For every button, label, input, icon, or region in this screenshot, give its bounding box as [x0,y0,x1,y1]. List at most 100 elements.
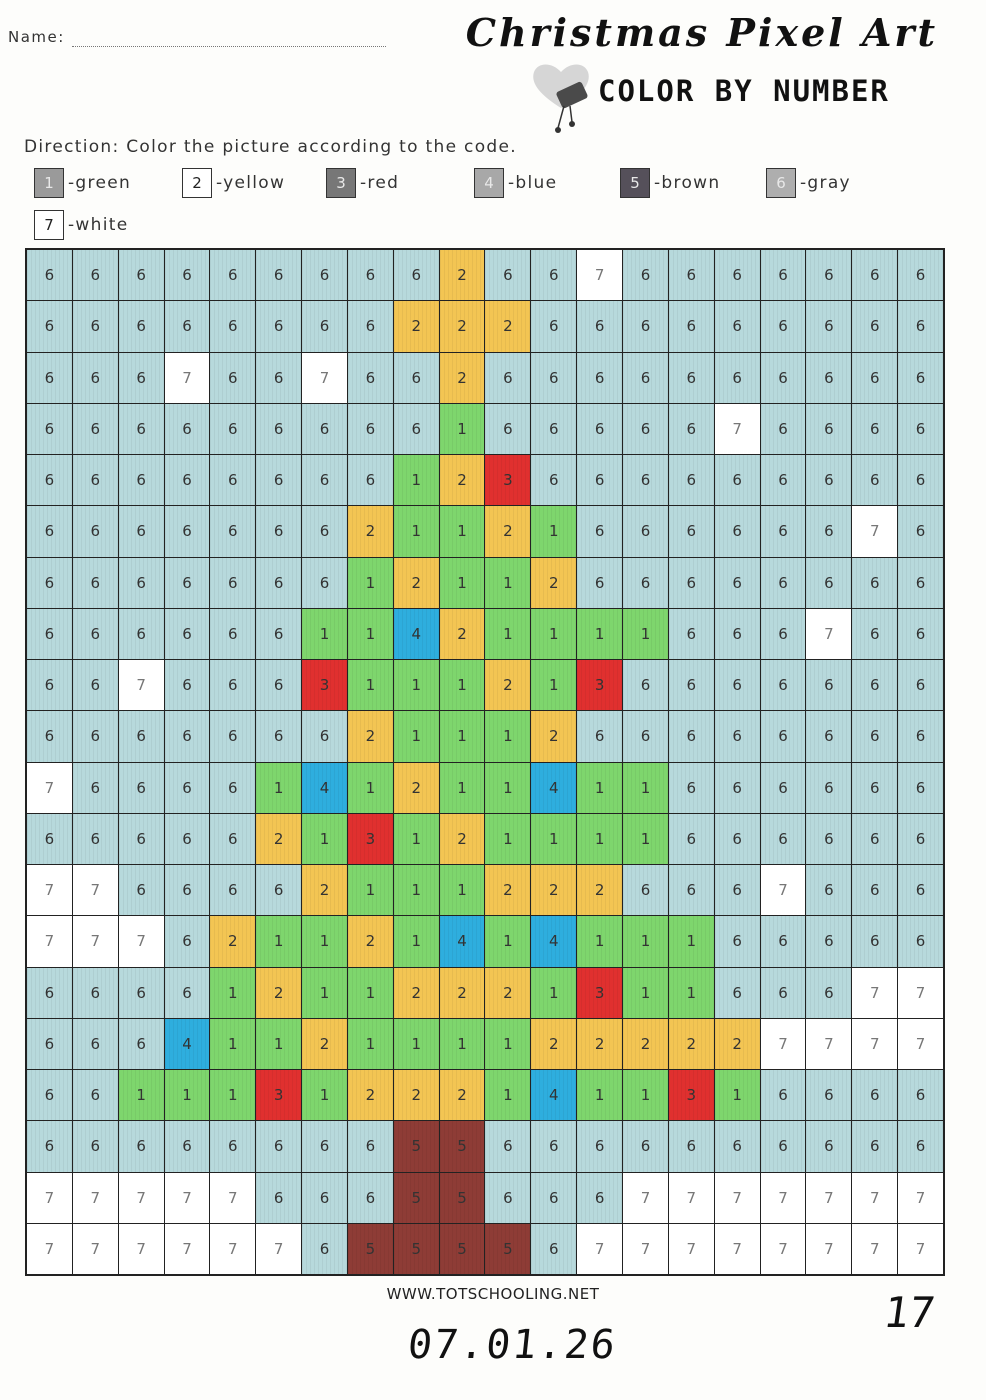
grid-cell[interactable]: 7 [852,1172,898,1223]
grid-cell[interactable]: 2 [347,916,393,967]
grid-cell[interactable]: 6 [531,301,577,352]
grid-cell[interactable]: 6 [27,557,72,608]
grid-cell[interactable]: 6 [623,352,668,403]
grid-cell[interactable]: 1 [347,762,393,813]
grid-cell[interactable]: 6 [714,250,760,301]
grid-cell[interactable]: 6 [852,711,898,762]
grid-cell[interactable]: 1 [210,1070,256,1121]
grid-cell[interactable]: 6 [118,967,164,1018]
grid-cell[interactable]: 7 [852,1223,898,1274]
grid-cell[interactable]: 6 [485,352,531,403]
grid-cell[interactable]: 6 [27,506,72,557]
grid-cell[interactable]: 7 [27,916,72,967]
grid-cell[interactable]: 5 [485,1223,531,1274]
grid-cell[interactable]: 5 [439,1172,485,1223]
grid-cell[interactable]: 6 [898,506,943,557]
grid-cell[interactable]: 7 [72,865,118,916]
grid-cell[interactable]: 6 [714,762,760,813]
grid-cell[interactable]: 6 [898,1070,943,1121]
grid-cell[interactable]: 6 [27,455,72,506]
grid-cell[interactable]: 7 [898,1172,943,1223]
grid-cell[interactable]: 1 [347,608,393,659]
grid-cell[interactable]: 2 [302,1018,347,1069]
grid-cell[interactable]: 6 [118,250,164,301]
grid-cell[interactable]: 6 [852,813,898,864]
grid-cell[interactable]: 6 [256,352,302,403]
grid-cell[interactable]: 6 [27,250,72,301]
grid-cell[interactable]: 1 [531,506,577,557]
grid-cell[interactable]: 1 [531,608,577,659]
grid-cell[interactable]: 6 [760,506,806,557]
grid-cell[interactable]: 2 [347,1070,393,1121]
grid-cell[interactable]: 6 [210,711,256,762]
grid-cell[interactable]: 6 [164,813,210,864]
grid-cell[interactable]: 6 [898,352,943,403]
grid-cell[interactable]: 6 [714,660,760,711]
grid-cell[interactable]: 6 [485,250,531,301]
grid-cell[interactable]: 6 [760,403,806,454]
grid-cell[interactable]: 1 [393,865,439,916]
grid-cell[interactable]: 6 [760,455,806,506]
grid-cell[interactable]: 6 [256,301,302,352]
grid-cell[interactable]: 1 [668,967,714,1018]
grid-cell[interactable]: 6 [118,301,164,352]
grid-cell[interactable]: 7 [760,865,806,916]
grid-cell[interactable]: 6 [623,250,668,301]
grid-cell[interactable]: 6 [302,711,347,762]
grid-cell[interactable]: 2 [393,301,439,352]
grid-cell[interactable]: 6 [72,608,118,659]
grid-cell[interactable]: 6 [668,506,714,557]
grid-cell[interactable]: 6 [806,557,852,608]
grid-cell[interactable]: 5 [393,1223,439,1274]
grid-cell[interactable]: 6 [210,301,256,352]
grid-cell[interactable]: 1 [164,1070,210,1121]
grid-cell[interactable]: 6 [806,813,852,864]
grid-cell[interactable]: 6 [27,403,72,454]
grid-cell[interactable]: 1 [531,813,577,864]
grid-cell[interactable]: 1 [439,865,485,916]
grid-cell[interactable]: 1 [256,762,302,813]
grid-cell[interactable]: 6 [118,1018,164,1069]
grid-cell[interactable]: 6 [164,250,210,301]
grid-cell[interactable]: 6 [577,506,623,557]
grid-cell[interactable]: 7 [806,608,852,659]
grid-cell[interactable]: 6 [72,711,118,762]
grid-cell[interactable]: 6 [898,762,943,813]
grid-cell[interactable]: 6 [485,1172,531,1223]
grid-cell[interactable]: 7 [714,1223,760,1274]
grid-cell[interactable]: 6 [302,301,347,352]
grid-cell[interactable]: 1 [393,1018,439,1069]
grid-cell[interactable]: 6 [577,301,623,352]
grid-cell[interactable]: 3 [485,455,531,506]
grid-cell[interactable]: 6 [714,711,760,762]
grid-cell[interactable]: 6 [806,916,852,967]
grid-cell[interactable]: 7 [27,1172,72,1223]
grid-cell[interactable]: 6 [72,762,118,813]
grid-cell[interactable]: 6 [668,301,714,352]
grid-cell[interactable]: 7 [210,1223,256,1274]
grid-cell[interactable]: 6 [623,403,668,454]
grid-cell[interactable]: 6 [256,506,302,557]
grid-cell[interactable]: 6 [302,1121,347,1172]
grid-cell[interactable]: 2 [439,608,485,659]
grid-cell[interactable]: 6 [806,762,852,813]
grid-cell[interactable]: 6 [714,352,760,403]
grid-cell[interactable]: 6 [256,1121,302,1172]
grid-cell[interactable]: 6 [72,250,118,301]
grid-cell[interactable]: 6 [118,608,164,659]
grid-cell[interactable]: 6 [806,1121,852,1172]
grid-cell[interactable]: 1 [347,967,393,1018]
grid-cell[interactable]: 6 [898,711,943,762]
grid-cell[interactable]: 2 [485,967,531,1018]
grid-cell[interactable]: 2 [531,711,577,762]
grid-cell[interactable]: 6 [27,1018,72,1069]
grid-cell[interactable]: 1 [623,608,668,659]
grid-cell[interactable]: 3 [256,1070,302,1121]
grid-cell[interactable]: 6 [714,557,760,608]
grid-cell[interactable]: 6 [898,916,943,967]
grid-cell[interactable]: 6 [714,865,760,916]
grid-cell[interactable]: 6 [714,916,760,967]
grid-cell[interactable]: 1 [439,557,485,608]
grid-cell[interactable]: 5 [393,1121,439,1172]
grid-cell[interactable]: 6 [72,1018,118,1069]
